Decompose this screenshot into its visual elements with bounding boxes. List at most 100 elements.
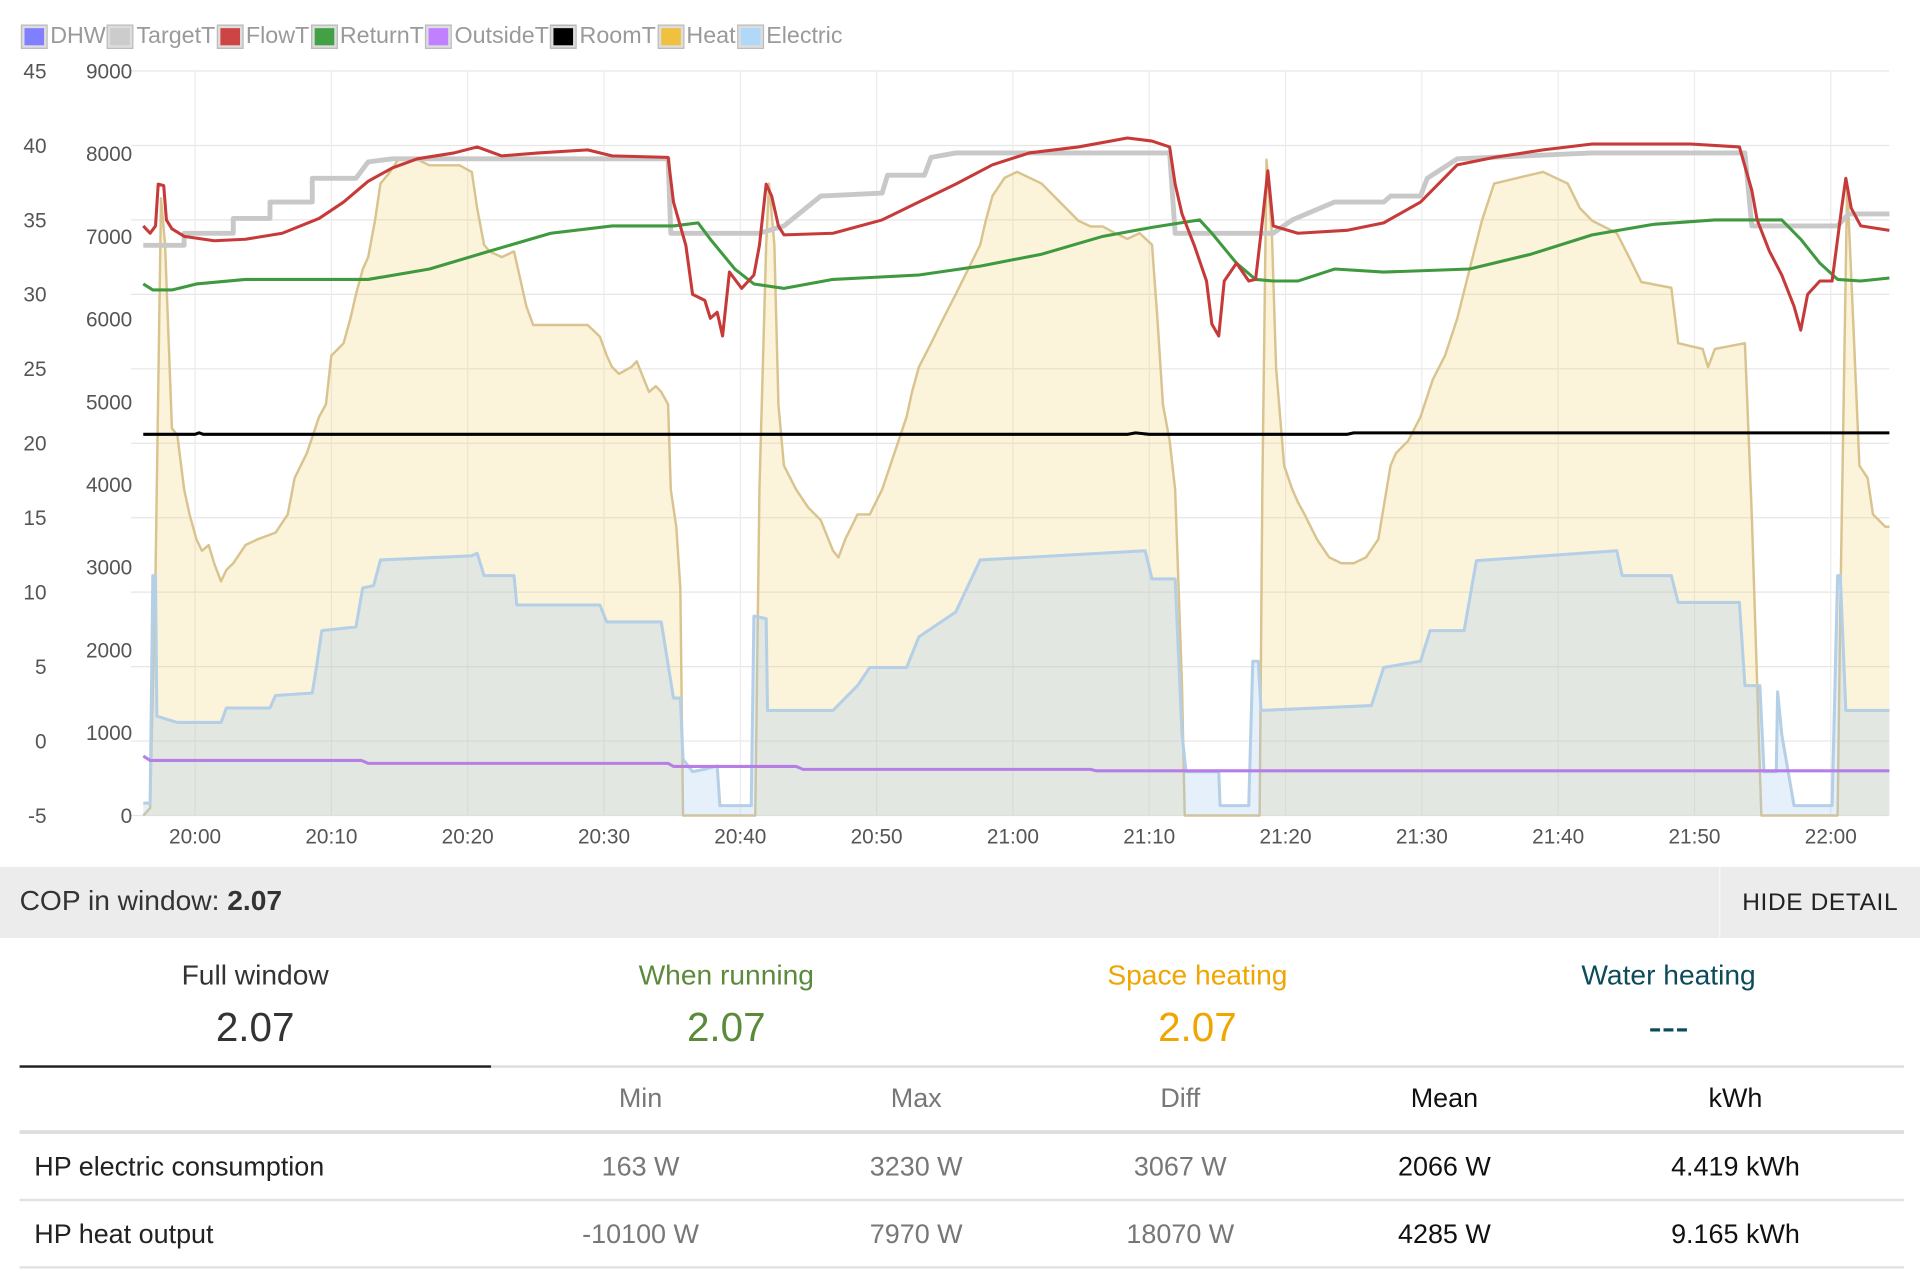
y-left-tick-label: -5	[28, 805, 47, 828]
legend-label: ReturnT	[339, 23, 424, 49]
legend-swatch	[425, 24, 453, 49]
electric-line	[143, 549, 1890, 808]
cell-diff: 18070 W	[1038, 1200, 1322, 1269]
y-right-tick-label: 2000	[86, 639, 132, 662]
y-left-tick-label: 35	[23, 209, 46, 232]
legend-swatch	[107, 24, 134, 49]
row-label: HP electric consumption	[19, 1132, 488, 1202]
heatpump-chart: 45 40 35 30 25 20 15 10 5 0 -5 9000 8000 7000 6000 5000…	[23, 60, 1890, 849]
heat-line	[142, 158, 1890, 817]
roomt-line	[143, 431, 1890, 436]
y-right-tick-label: 4000	[86, 474, 132, 497]
x-tick-label: 20:50	[851, 826, 903, 849]
chart-legend: DHW TargetT FlowT ReturnT OutsideT RoomT…	[20, 23, 845, 50]
cop-value: 2.07	[227, 884, 283, 916]
y-left-tick-label: 45	[23, 60, 46, 83]
header-max: Max	[793, 1065, 1039, 1134]
cop-tabs: Full window 2.07 When running 2.07 Space h…	[19, 943, 1905, 1068]
tab-value: 2.07	[686, 1004, 766, 1050]
row-label: HP heat output	[19, 1200, 488, 1269]
stats-table: Min Max Diff Mean kWh HP electric consum…	[19, 1065, 1905, 1269]
tab-space-heating[interactable]: Space heating 2.07	[962, 943, 1433, 1065]
outsidet-line	[142, 754, 1890, 773]
y-right-tick-label: 1000	[86, 722, 132, 745]
header-blank	[19, 1065, 488, 1134]
header-min: Min	[487, 1065, 794, 1134]
x-tick-label: 20:40	[714, 826, 766, 849]
tab-water-heating[interactable]: Water heating ---	[1433, 943, 1904, 1065]
cell-max: 7970 W	[793, 1200, 1039, 1269]
x-tick-label: 22:00	[1805, 826, 1857, 849]
table-row: HP electric consumption 163 W 3230 W 306…	[19, 1132, 1905, 1202]
legend-label: DHW	[50, 23, 106, 49]
legend-label: FlowT	[245, 23, 310, 49]
legend-label: TargetT	[136, 23, 216, 49]
y-right-tick-label: 7000	[86, 226, 132, 249]
legend-item-dhw[interactable]: DHW	[20, 23, 106, 50]
legend-item-electric[interactable]: Electric	[736, 23, 843, 50]
legend-label: Electric	[766, 23, 843, 49]
legend-swatch	[736, 24, 764, 49]
tab-value: ---	[1648, 1004, 1689, 1050]
legend-item-roomt[interactable]: RoomT	[550, 23, 656, 50]
electric-area	[143, 550, 1890, 816]
header-kwh: kWh	[1566, 1065, 1905, 1134]
legend-item-returnt[interactable]: ReturnT	[310, 23, 424, 50]
legend-swatch	[310, 24, 338, 49]
legend-item-targett[interactable]: TargetT	[107, 23, 216, 50]
legend-swatch	[657, 24, 684, 49]
x-tick-label: 21:00	[987, 826, 1039, 849]
x-tick-label: 21:20	[1260, 826, 1312, 849]
cell-mean: 4285 W	[1321, 1200, 1567, 1269]
table-header-row: Min Max Diff Mean kWh	[19, 1065, 1905, 1134]
y-right-tick-label: 0	[121, 805, 133, 828]
cop-label: COP in window:	[19, 884, 228, 916]
hide-detail-button[interactable]: HIDE DETAIL	[1719, 866, 1920, 938]
y-left-tick-label: 15	[23, 507, 46, 530]
cell-kwh: 9.165 kWh	[1566, 1200, 1905, 1269]
legend-label: OutsideT	[454, 23, 549, 49]
y-right-tick-label: 9000	[86, 60, 132, 83]
x-tick-label: 21:30	[1396, 826, 1448, 849]
cop-in-window: COP in window: 2.07	[20, 884, 282, 917]
y-right-tick-label: 8000	[86, 143, 132, 166]
table-row: HP heat output -10100 W 7970 W 18070 W 4…	[19, 1200, 1905, 1269]
y-right-tick-label: 3000	[86, 557, 132, 580]
x-tick-label: 21:40	[1532, 826, 1584, 849]
y-right-tick-label: 5000	[86, 391, 132, 414]
x-tick-label: 21:50	[1668, 826, 1720, 849]
x-tick-label: 20:10	[305, 826, 357, 849]
targett-line	[143, 150, 1890, 248]
y-left-tick-label: 25	[23, 358, 46, 381]
tab-value: 2.07	[215, 1004, 295, 1050]
x-tick-label: 20:00	[169, 826, 221, 849]
tab-full-window[interactable]: Full window 2.07	[19, 943, 491, 1068]
tab-label: Water heating	[1581, 958, 1756, 991]
legend-swatch	[216, 24, 244, 49]
tab-label: When running	[638, 958, 814, 991]
legend-item-flowt[interactable]: FlowT	[216, 23, 310, 50]
header-mean: Mean	[1321, 1065, 1567, 1134]
y-right-tick-label: 6000	[86, 309, 132, 332]
x-tick-label: 20:30	[578, 826, 630, 849]
cell-min: 163 W	[487, 1132, 794, 1202]
tab-label: Full window	[181, 958, 329, 991]
legend-label: RoomT	[579, 23, 656, 49]
cell-mean: 2066 W	[1321, 1132, 1567, 1202]
cell-max: 3230 W	[793, 1132, 1039, 1202]
header-diff: Diff	[1038, 1065, 1322, 1134]
x-tick-label: 20:20	[442, 826, 494, 849]
legend-swatch	[550, 24, 578, 49]
y-left-tick-label: 0	[35, 730, 47, 753]
y-left-tick-label: 30	[23, 284, 46, 307]
y-left-tick-label: 40	[23, 135, 46, 158]
flowt-line	[142, 136, 1890, 338]
legend-item-outsidet[interactable]: OutsideT	[425, 23, 549, 50]
tab-value: 2.07	[1158, 1004, 1237, 1050]
y-left-tick-label: 20	[23, 433, 46, 456]
legend-item-heat[interactable]: Heat	[657, 23, 736, 50]
cell-diff: 3067 W	[1038, 1132, 1322, 1202]
tab-when-running[interactable]: When running 2.07	[491, 943, 962, 1065]
tab-label: Space heating	[1107, 958, 1288, 991]
